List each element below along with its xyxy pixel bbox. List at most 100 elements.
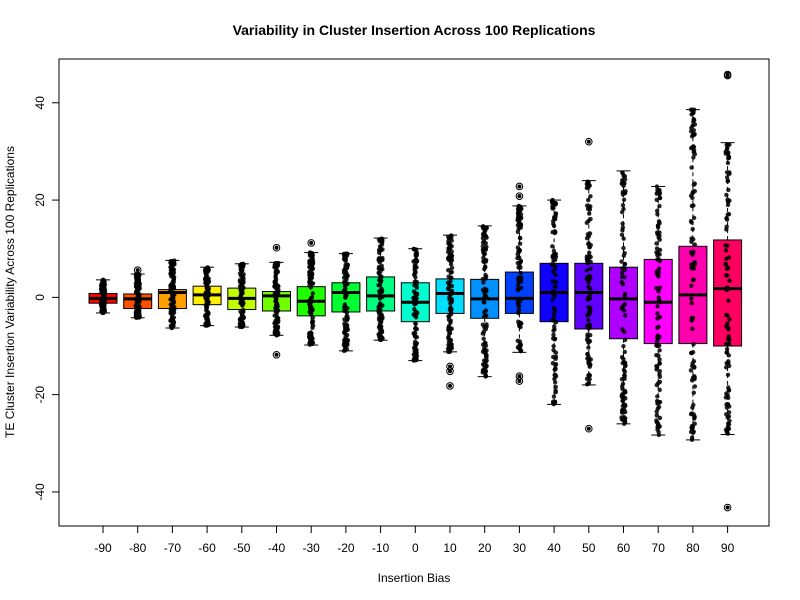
data-point [622,302,627,307]
data-point [483,313,489,318]
data-point [310,291,315,296]
data-point [517,339,523,344]
data-point [449,269,454,275]
data-point [588,259,593,265]
box-group [262,243,291,359]
x-axis-label: Insertion Bias [378,571,451,585]
data-point [584,276,590,282]
data-point [413,326,418,332]
data-point [654,208,660,214]
data-point [550,261,555,266]
y-tick-label: 20 [33,193,47,207]
data-point [724,405,730,410]
data-point [552,380,558,385]
data-point [621,183,626,189]
data-point [724,227,729,232]
data-point [345,273,350,278]
box-group [157,258,187,331]
data-point [689,317,694,323]
data-point [169,283,175,288]
data-point [587,325,593,330]
data-point [654,409,659,414]
data-point [691,390,697,395]
box-group [123,266,153,320]
data-point [483,343,489,348]
data-point [449,297,455,302]
data-point [657,369,663,374]
data-point [136,308,141,313]
data-point [724,192,729,198]
data-point [654,339,660,344]
data-point [100,278,105,284]
data-point [726,388,732,393]
data-point [691,118,697,123]
data-point [585,295,591,301]
data-point [204,270,210,275]
data-point [308,285,314,290]
data-point [657,360,662,366]
data-point [724,350,729,355]
data-point [272,313,277,318]
data-point [274,318,279,323]
data-point [587,310,593,315]
data-point [689,427,695,432]
data-point [414,259,419,264]
outlier-point [446,367,454,376]
data-point [654,269,660,274]
data-point [619,392,625,397]
data-point [620,327,625,332]
data-point [170,322,176,327]
data-point [518,348,524,353]
data-point [239,324,245,330]
data-point [587,373,592,378]
data-point [307,305,313,310]
outlier-point [585,137,593,146]
data-point [657,203,662,209]
data-point [272,264,277,270]
data-point [727,317,732,322]
data-point [377,324,383,329]
outlier-point [307,239,316,247]
data-point [446,314,451,319]
y-tick-label: 0 [33,294,47,301]
data-point [655,401,660,406]
data-point [380,303,385,308]
data-point [724,170,730,175]
data-point [203,296,209,301]
data-point [413,344,418,349]
outlier-point-fill [517,194,522,199]
x-tick-label: -90 [94,541,112,555]
data-point [411,246,416,252]
data-point [518,270,523,276]
data-point [692,242,698,247]
data-point [587,338,593,344]
data-point [725,341,731,347]
data-point [553,279,559,284]
data-point [655,394,660,399]
data-point [619,305,624,311]
data-point [447,258,452,263]
data-point [552,327,557,332]
data-point [272,284,277,289]
data-point [272,279,278,284]
data-point [101,285,106,291]
data-point [379,329,385,335]
data-point [724,273,729,278]
outlier-point-fill [586,426,591,431]
data-point [307,280,312,285]
data-point [620,203,626,208]
data-point [413,350,418,355]
data-point [449,326,454,331]
data-point [657,195,663,201]
data-point [481,336,486,341]
data-point [239,268,244,274]
data-point [518,258,524,264]
data-point [482,365,487,370]
data-point [657,415,663,421]
data-point [691,155,696,160]
data-point [584,236,590,241]
data-point [622,349,628,355]
box-group [504,182,534,385]
data-point [518,206,524,211]
data-point [307,331,313,336]
